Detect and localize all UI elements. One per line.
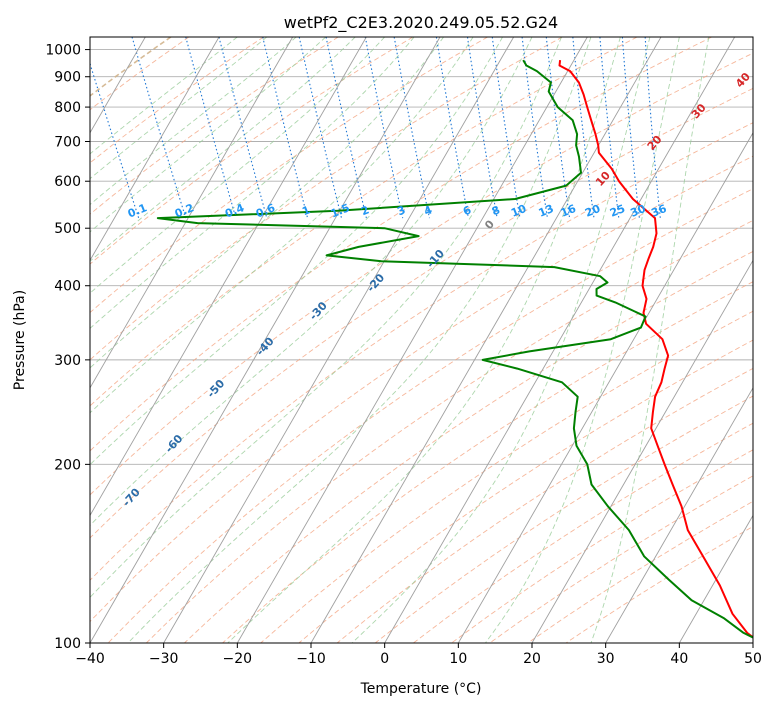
x-tick-label: −40 [75,651,105,667]
x-axis-label: Temperature (°C) [360,681,482,697]
y-tick-label: 400 [54,279,81,295]
x-tick-label: 0 [380,651,389,667]
y-tick-label: 800 [54,100,81,116]
x-tick-label: 50 [744,651,762,667]
plot-background [90,37,753,643]
x-tick-label: 30 [597,651,615,667]
y-tick-label: 200 [54,457,81,473]
x-tick-label: 40 [670,651,688,667]
y-tick-label: 900 [54,70,81,86]
chart-title: wetPf2_C2E3.2020.249.05.52.G24 [284,13,558,33]
y-tick-label: 700 [54,134,81,150]
y-tick-label: 500 [54,221,81,237]
x-tick-label: −20 [223,651,253,667]
y-tick-label: 300 [54,353,81,369]
x-tick-label: 20 [523,651,541,667]
y-tick-label: 600 [54,174,81,190]
y-tick-label: 100 [54,636,81,652]
x-tick-label: 10 [449,651,467,667]
y-axis-label: Pressure (hPa) [12,290,28,390]
x-tick-label: −10 [296,651,326,667]
x-tick-label: −30 [149,651,179,667]
y-tick-label: 1000 [45,43,81,59]
